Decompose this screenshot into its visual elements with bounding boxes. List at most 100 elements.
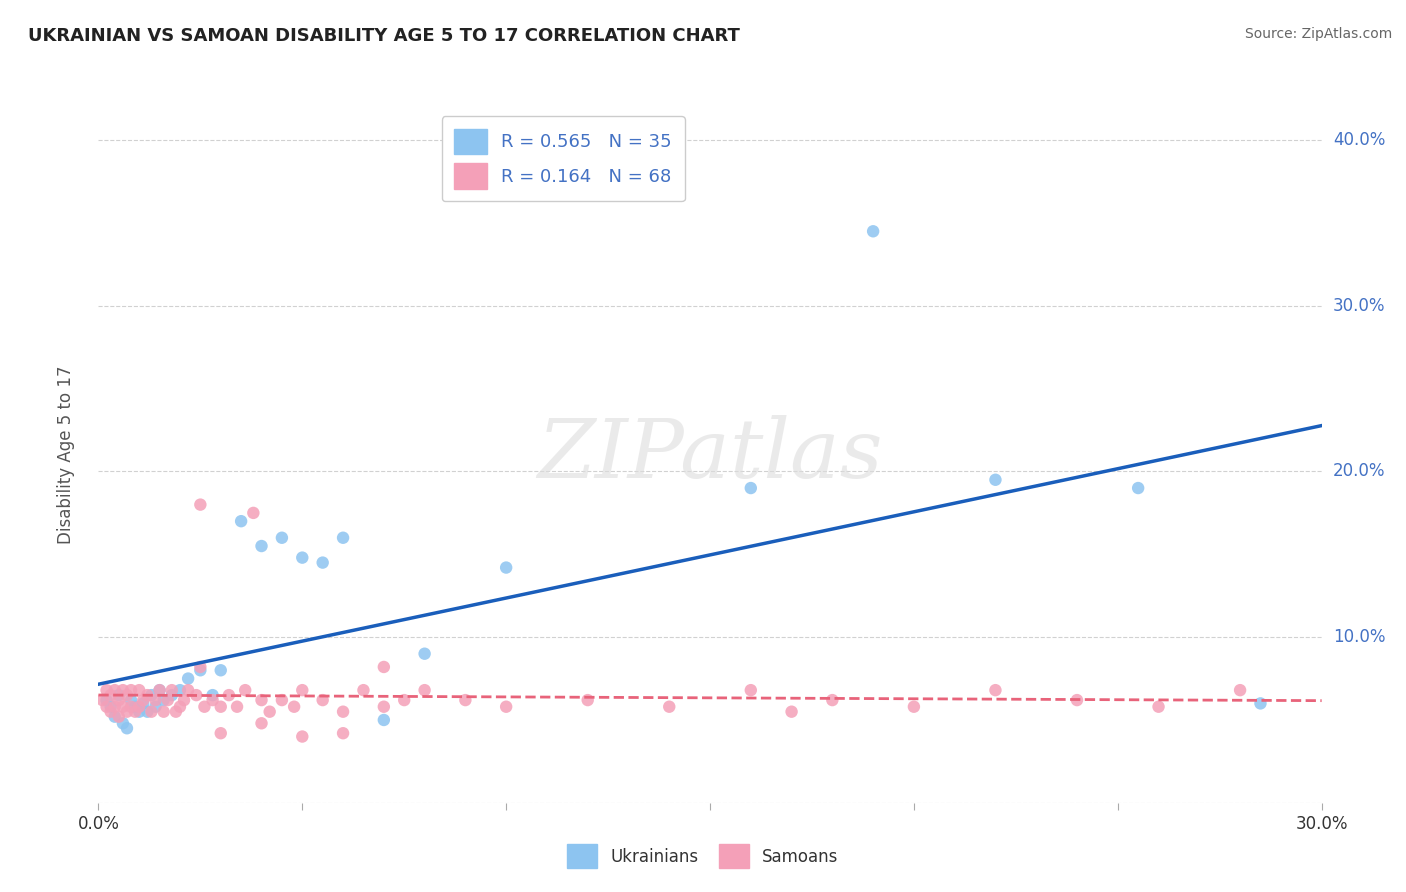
Point	[576, 693, 599, 707]
Point	[1128, 481, 1150, 495]
Point	[373, 699, 395, 714]
Text: Source: ZipAtlas.com: Source: ZipAtlas.com	[1244, 27, 1392, 41]
Point	[1229, 683, 1251, 698]
Point	[132, 693, 155, 707]
Point	[177, 683, 200, 698]
Point	[250, 716, 273, 731]
Point	[242, 506, 264, 520]
Point	[903, 699, 925, 714]
Point	[108, 709, 131, 723]
Point	[111, 699, 134, 714]
Point	[291, 683, 314, 698]
Point	[115, 705, 138, 719]
Point	[96, 683, 118, 698]
Point	[984, 473, 1007, 487]
Point	[1066, 693, 1088, 707]
Y-axis label: Disability Age 5 to 17: Disability Age 5 to 17	[56, 366, 75, 544]
Point	[104, 683, 127, 698]
Point	[132, 697, 155, 711]
Point	[862, 224, 884, 238]
Point	[160, 683, 183, 698]
Point	[413, 683, 436, 698]
Point	[312, 693, 335, 707]
Point	[156, 693, 179, 707]
Point	[120, 683, 142, 698]
Text: 40.0%: 40.0%	[1333, 131, 1385, 149]
Point	[250, 693, 273, 707]
Point	[984, 683, 1007, 698]
Point	[96, 699, 118, 714]
Point	[218, 688, 240, 702]
Point	[141, 688, 163, 702]
Point	[209, 699, 232, 714]
Point	[226, 699, 249, 714]
Point	[136, 688, 159, 702]
Point	[291, 550, 314, 565]
Point	[201, 688, 224, 702]
Point	[332, 726, 354, 740]
Point	[188, 498, 212, 512]
Point	[392, 693, 416, 707]
Legend: R = 0.565   N = 35, R = 0.164   N = 68: R = 0.565 N = 35, R = 0.164 N = 68	[441, 116, 685, 202]
Point	[373, 660, 395, 674]
Point	[209, 663, 232, 677]
Point	[111, 683, 134, 698]
Point	[149, 683, 172, 698]
Point	[186, 688, 208, 702]
Point	[104, 709, 127, 723]
Point	[780, 705, 803, 719]
Point	[115, 721, 138, 735]
Point	[188, 660, 212, 674]
Point	[173, 693, 195, 707]
Point	[128, 683, 150, 698]
Point	[312, 556, 335, 570]
Point	[177, 672, 200, 686]
Point	[169, 683, 191, 698]
Legend: Ukrainians, Samoans: Ukrainians, Samoans	[561, 838, 845, 875]
Point	[740, 481, 762, 495]
Point	[115, 688, 138, 702]
Point	[100, 705, 122, 719]
Point	[270, 531, 294, 545]
Point	[160, 688, 183, 702]
Point	[152, 705, 174, 719]
Point	[91, 693, 114, 707]
Point	[250, 539, 273, 553]
Point	[201, 693, 224, 707]
Point	[136, 705, 159, 719]
Point	[193, 699, 215, 714]
Point	[120, 693, 142, 707]
Point	[104, 699, 127, 714]
Point	[100, 688, 122, 702]
Text: 20.0%: 20.0%	[1333, 462, 1385, 481]
Text: UKRAINIAN VS SAMOAN DISABILITY AGE 5 TO 17 CORRELATION CHART: UKRAINIAN VS SAMOAN DISABILITY AGE 5 TO …	[28, 27, 740, 45]
Text: ZIPatlas: ZIPatlas	[537, 415, 883, 495]
Point	[188, 663, 212, 677]
Point	[165, 705, 187, 719]
Point	[413, 647, 436, 661]
Point	[111, 716, 134, 731]
Point	[96, 693, 118, 707]
Point	[152, 693, 174, 707]
Point	[495, 560, 517, 574]
Point	[231, 514, 253, 528]
Point	[658, 699, 681, 714]
Point	[740, 683, 762, 698]
Point	[145, 699, 167, 714]
Point	[233, 683, 256, 698]
Point	[821, 693, 844, 707]
Point	[128, 705, 150, 719]
Point	[169, 699, 191, 714]
Point	[332, 531, 354, 545]
Point	[108, 693, 131, 707]
Point	[454, 693, 477, 707]
Point	[495, 699, 517, 714]
Point	[1249, 697, 1271, 711]
Point	[108, 688, 131, 702]
Point	[332, 705, 354, 719]
Text: 10.0%: 10.0%	[1333, 628, 1385, 646]
Point	[352, 683, 374, 698]
Point	[149, 683, 172, 698]
Point	[124, 705, 146, 719]
Point	[291, 730, 314, 744]
